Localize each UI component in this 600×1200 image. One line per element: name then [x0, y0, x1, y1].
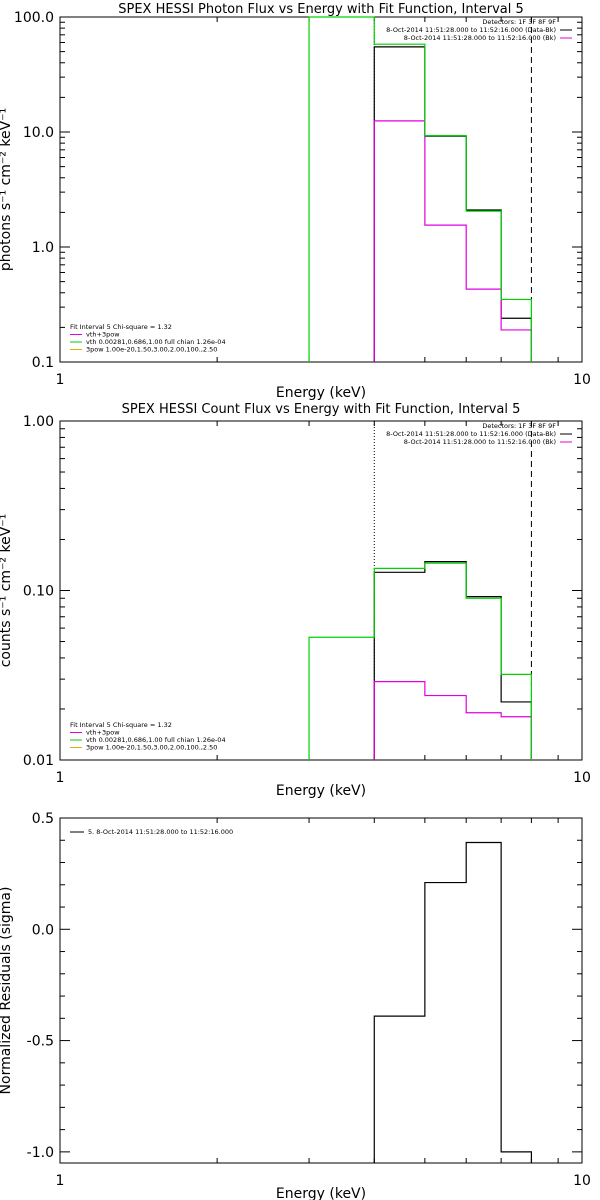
x-tick-label: 10 — [573, 1173, 591, 1189]
series-vth — [308, 562, 533, 760]
y-tick-label: 0.5 — [32, 811, 54, 827]
series-bk — [373, 681, 533, 760]
legend-top-text: Detectors: 1F 3F 8F 9F — [482, 18, 556, 26]
legend-top-text: 8-Oct-2014 11:51:28.000 to 11:52:16.000 … — [404, 34, 556, 42]
y-tick-label: 1.00 — [23, 414, 54, 430]
legend-top-text: Detectors: 1F 3F 8F 9F — [482, 422, 556, 430]
chart-panel-2: SPEX HESSI Count Flux vs Energy with Fit… — [0, 402, 591, 799]
legend-top-text: 5. 8-Oct-2014 11:51:28.000 to 11:52:16.0… — [88, 828, 233, 836]
plot-frame — [59, 16, 583, 363]
series-data-bk — [373, 46, 533, 362]
x-tick-label: 1 — [56, 372, 65, 388]
x-tick-label: 1 — [56, 1173, 65, 1189]
y-tick-label: 100.0 — [14, 10, 54, 26]
y-tick-label: 10.0 — [23, 125, 54, 141]
y-axis-label: photons s⁻¹ cm⁻² keV⁻¹ — [0, 108, 14, 271]
y-tick-label: 0.1 — [32, 355, 54, 371]
legend-top-text: 8-Oct-2014 11:51:28.000 to 11:52:16.000 … — [386, 430, 556, 438]
legend-bottom-text: vth+3pow — [86, 729, 120, 737]
plot-frame — [59, 817, 583, 1164]
chart-panel-3: 1 10 Energy (keV) 0.5 0.0 -0.5 -1.0 Normalized … — [0, 811, 591, 1200]
x-tick-label: 1 — [56, 770, 65, 786]
series-vth — [308, 16, 533, 362]
y-tick-label: -0.5 — [27, 1034, 54, 1050]
legend-bottom-text: Fit Interval 5 Chi-square = 1.32 — [70, 323, 172, 331]
legend-bottom-text: 3pow 1.00e-20,1.50,3.00,2.00,100.,2.50 — [86, 744, 217, 752]
legend-bottom-text: vth 0.00281,0.686,1.00 full chian 1.26e-… — [86, 736, 226, 744]
series-data-bk — [373, 561, 533, 760]
y-tick-label: 0.01 — [23, 753, 54, 769]
x-axis-label: Energy (keV) — [276, 385, 366, 401]
y-tick-label: 0.10 — [23, 584, 54, 600]
chart-panel-1: SPEX HESSI Photon Flux vs Energy with Fi… — [0, 2, 591, 401]
x-tick-label: 10 — [573, 372, 591, 388]
x-tick-label: 10 — [573, 770, 591, 786]
legend-bottom-text: Fit Interval 5 Chi-square = 1.32 — [70, 721, 172, 729]
series-bk — [373, 120, 533, 362]
y-axis-label: counts s⁻¹ cm⁻² keV⁻¹ — [0, 514, 14, 668]
chart-title: SPEX HESSI Count Flux vs Energy with Fit… — [122, 402, 521, 417]
x-axis-label: Energy (keV) — [276, 1186, 366, 1200]
chart-title: SPEX HESSI Photon Flux vs Energy with Fi… — [118, 2, 524, 17]
legend-bottom-text: vth 0.00281,0.686,1.00 full chian 1.26e-… — [86, 338, 226, 346]
legend-top-text: 8-Oct-2014 11:51:28.000 to 11:52:16.000 … — [404, 438, 556, 446]
y-axis-label: Normalized Residuals (sigma) — [0, 887, 14, 1095]
legend-top-text: 8-Oct-2014 11:51:28.000 to 11:52:16.000 … — [386, 26, 556, 34]
legend-bottom-text: 3pow 1.00e-20,1.50,3.00,2.00,100.,2.50 — [86, 346, 217, 354]
y-tick-label: -1.0 — [27, 1145, 54, 1161]
legend-bottom-text: vth+3pow — [86, 331, 120, 339]
y-tick-label: 0.0 — [32, 922, 54, 938]
series-residuals — [373, 841, 533, 1163]
x-axis-label: Energy (keV) — [276, 783, 366, 799]
plot-frame — [59, 420, 583, 761]
y-tick-label: 1.0 — [32, 240, 54, 256]
